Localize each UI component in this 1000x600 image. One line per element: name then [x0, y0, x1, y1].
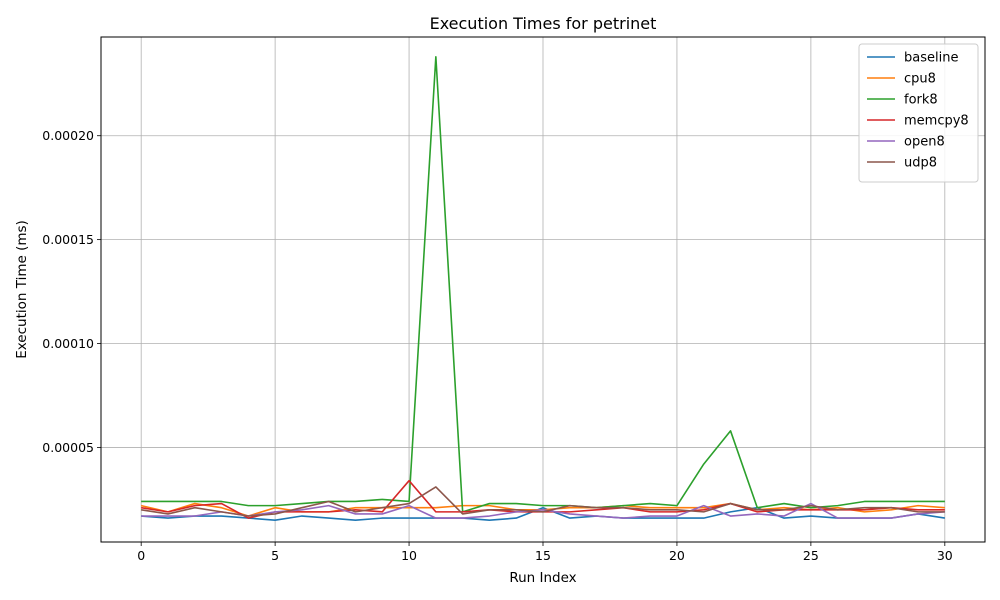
x-tick-label: 25 [803, 548, 819, 563]
x-tick-label: 10 [401, 548, 417, 563]
series-line-fork8 [141, 55, 945, 513]
legend: baseline cpu8 fork8 memcpy8 open8 udp8 [858, 43, 979, 183]
legend-label-memcpy8: memcpy8 [904, 114, 969, 129]
legend-label-udp8: udp8 [904, 156, 937, 171]
y-tick-label: 0.00005 [42, 440, 94, 455]
x-tick-label: 5 [271, 548, 279, 563]
x-tick-label: 15 [535, 548, 551, 563]
y-tick-label: 0.00020 [42, 128, 94, 143]
legend-label-baseline: baseline [904, 51, 958, 66]
chart-title: Execution Times for petrinet [430, 14, 657, 33]
x-tick-label: 0 [137, 548, 145, 563]
y-tick-label: 0.00015 [42, 232, 94, 247]
grid [101, 37, 985, 542]
series-lines [140, 55, 945, 521]
x-axis-label: Run Index [509, 570, 576, 586]
x-tick-label: 20 [669, 548, 685, 563]
x-tick-label: 30 [937, 548, 953, 563]
y-axis-label: Execution Time (ms) [14, 220, 30, 359]
series-line-udp8 [141, 486, 945, 517]
legend-label-fork8: fork8 [904, 93, 938, 108]
legend-label-cpu8: cpu8 [904, 72, 936, 87]
series-line-open8 [141, 502, 945, 519]
series-line-baseline [141, 506, 945, 521]
legend-label-open8: open8 [904, 135, 945, 150]
axis-ticks: 0 5 10 15 20 25 30 0.00005 0.00010 0.00015 0.00020 [42, 128, 953, 563]
y-tick-label: 0.00010 [42, 336, 94, 351]
